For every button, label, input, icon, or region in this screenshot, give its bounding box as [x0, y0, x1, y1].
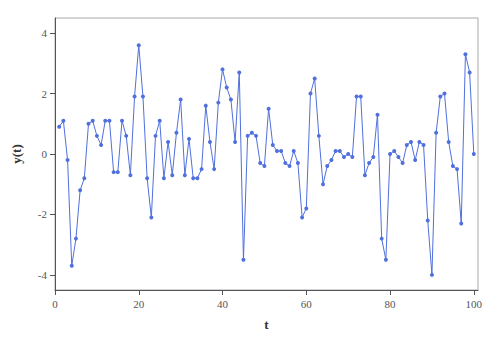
svg-text:-4: -4	[38, 269, 48, 281]
svg-text:80: 80	[385, 298, 397, 310]
svg-text:100: 100	[466, 298, 483, 310]
svg-text:2: 2	[42, 88, 48, 100]
svg-text:40: 40	[217, 298, 229, 310]
svg-text:t: t	[264, 317, 269, 332]
svg-text:0: 0	[52, 298, 58, 310]
svg-text:y(t): y(t)	[9, 144, 24, 164]
svg-text:60: 60	[301, 298, 313, 310]
svg-text:20: 20	[133, 298, 145, 310]
svg-text:-2: -2	[38, 208, 47, 220]
svg-text:4: 4	[42, 27, 48, 39]
svg-text:0: 0	[42, 148, 48, 160]
